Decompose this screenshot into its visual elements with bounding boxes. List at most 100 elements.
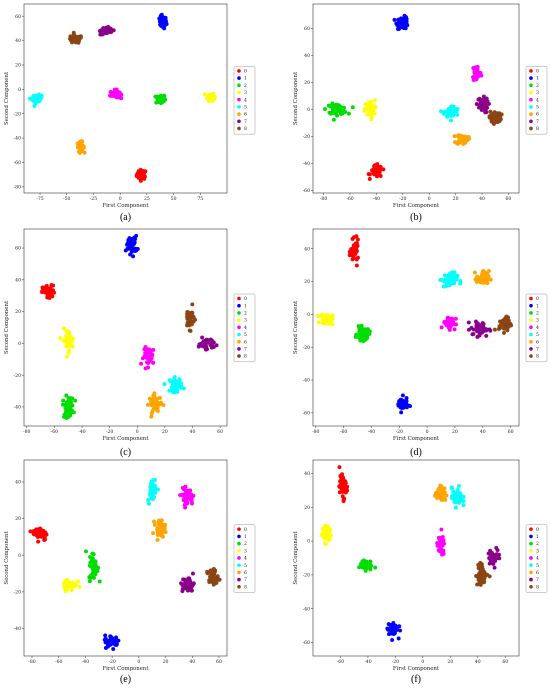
legend-marker [529,325,533,330]
point-class-4 [112,90,117,95]
x-tick-label: 0 [137,659,140,665]
point-class-4 [474,69,479,74]
legend-entry-2: 2 [244,311,247,317]
y-tick-label: -60 [303,188,310,194]
y-axis-label: Second Component [4,531,10,585]
point-class-7 [179,581,184,586]
point-class-5 [455,487,460,492]
point-class-4 [182,503,187,508]
point-class-0 [35,530,40,535]
subplot-caption: (c) [120,447,131,458]
point-class-7 [484,333,489,338]
scatter-points [28,12,217,183]
plot-frame [312,228,520,427]
subplot-caption: (b) [410,212,422,223]
point-class-3 [372,111,377,116]
point-class-5 [439,109,444,114]
point-class-5 [448,118,453,123]
point-class-5 [451,104,456,109]
point-class-7 [198,341,203,346]
y-tick-label: 20 [304,80,310,86]
point-class-7 [471,332,476,337]
point-class-3 [369,115,374,120]
point-class-6 [485,281,490,286]
y-tick-label: 40 [304,53,310,59]
point-class-4 [439,325,444,330]
legend-entry-0: 0 [536,527,539,533]
point-class-7 [474,102,479,107]
point-class-0 [47,286,52,291]
point-class-1 [396,26,401,31]
legend-marker [529,90,533,95]
legend-entry-0: 0 [244,527,247,533]
legend-marker [529,354,533,358]
point-class-6 [472,270,477,275]
legend-marker [529,563,533,567]
legend-entry-4: 4 [244,97,247,103]
point-class-1 [110,637,115,642]
y-tick-label: 20 [15,516,21,522]
point-class-5 [442,279,447,284]
legend-entry-7: 7 [536,347,539,353]
point-class-7 [482,104,487,109]
x-tick-label: 75 [197,196,203,202]
point-class-8 [190,302,195,307]
point-class-0 [347,253,352,258]
point-class-8 [211,579,216,584]
point-class-7 [484,328,489,333]
point-class-0 [45,293,50,298]
x-tick-label: -80 [320,196,327,202]
point-class-8 [503,320,508,325]
point-class-1 [135,247,140,252]
legend-entry-7: 7 [244,347,247,353]
point-class-0 [139,170,144,175]
point-class-4 [452,327,457,332]
y-tick-label: 60 [15,14,21,20]
point-class-6 [439,498,444,503]
point-class-5 [37,97,42,102]
point-class-6 [82,150,87,155]
y-axis-label: Second Component [293,531,299,585]
point-class-3 [207,93,212,98]
point-class-7 [479,107,484,112]
legend-entry-8: 8 [536,354,539,360]
point-class-7 [190,571,195,576]
legend-marker [237,76,241,80]
point-class-6 [155,408,160,413]
point-class-1 [393,624,398,629]
point-class-4 [471,77,476,82]
point-class-8 [188,328,193,333]
legend-marker [529,527,533,531]
point-class-8 [210,571,215,576]
point-class-6 [149,414,154,419]
point-class-8 [186,310,191,315]
legend-box [233,66,256,135]
y-tick-label: -20 [303,572,310,578]
point-class-2 [326,103,331,108]
point-class-2 [328,111,333,116]
point-class-0 [367,176,372,181]
y-axis-label: Second Component [293,71,299,125]
x-tick-label: 60 [508,429,514,435]
point-class-2 [346,111,351,116]
x-tick-label: 0 [426,429,429,435]
legend-marker [237,90,241,95]
point-class-6 [154,403,159,408]
point-class-5 [457,496,462,501]
legend-entry-6: 6 [244,570,247,576]
point-class-3 [72,583,77,588]
legend-marker [529,69,533,73]
point-class-3 [64,334,69,339]
point-class-1 [157,19,162,24]
point-class-7 [184,580,189,585]
point-class-6 [157,525,162,530]
x-tick-label: -40 [82,659,89,665]
legend-marker [529,339,533,344]
point-class-6 [79,140,84,145]
y-tick-label: 0 [307,107,310,113]
y-tick-label: 20 [15,309,21,315]
y-tick-label: 0 [18,341,21,347]
point-class-4 [441,539,446,544]
point-class-1 [398,16,403,21]
